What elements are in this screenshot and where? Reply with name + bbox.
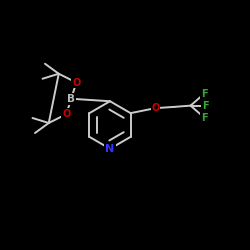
Text: O: O (152, 103, 160, 113)
Text: F: F (201, 89, 208, 99)
Text: O: O (62, 109, 70, 119)
Text: F: F (201, 112, 208, 122)
Text: F: F (202, 100, 209, 110)
Text: N: N (106, 144, 114, 154)
Text: O: O (72, 78, 80, 88)
Text: B: B (67, 94, 75, 104)
